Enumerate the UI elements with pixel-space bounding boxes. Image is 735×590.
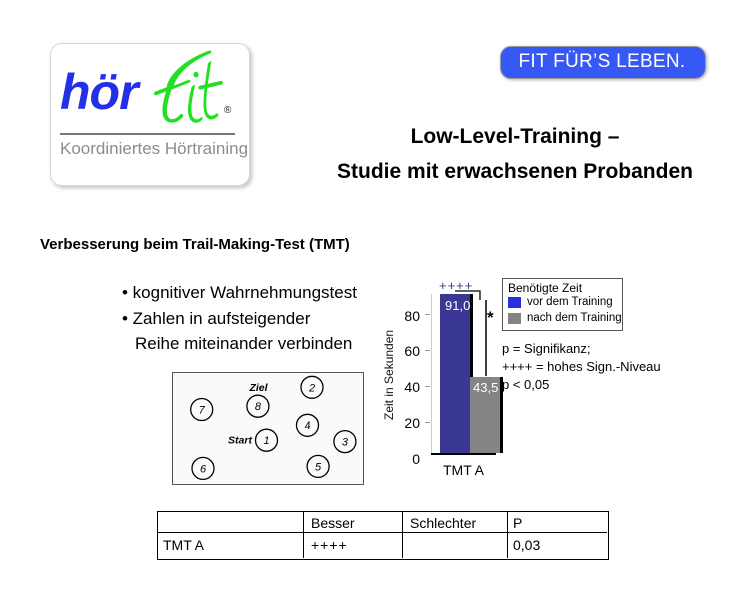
svg-text:2: 2 bbox=[308, 382, 315, 394]
svg-text:4: 4 bbox=[304, 420, 312, 433]
svg-text:1: 1 bbox=[263, 435, 269, 447]
svg-text:5: 5 bbox=[315, 461, 322, 473]
svg-text:6: 6 bbox=[200, 463, 207, 475]
svg-text:Ziel: Ziel bbox=[248, 382, 268, 394]
svg-text:7: 7 bbox=[199, 405, 206, 417]
svg-text:Start: Start bbox=[228, 435, 252, 447]
svg-text:8: 8 bbox=[255, 401, 262, 413]
svg-text:3: 3 bbox=[342, 437, 349, 449]
